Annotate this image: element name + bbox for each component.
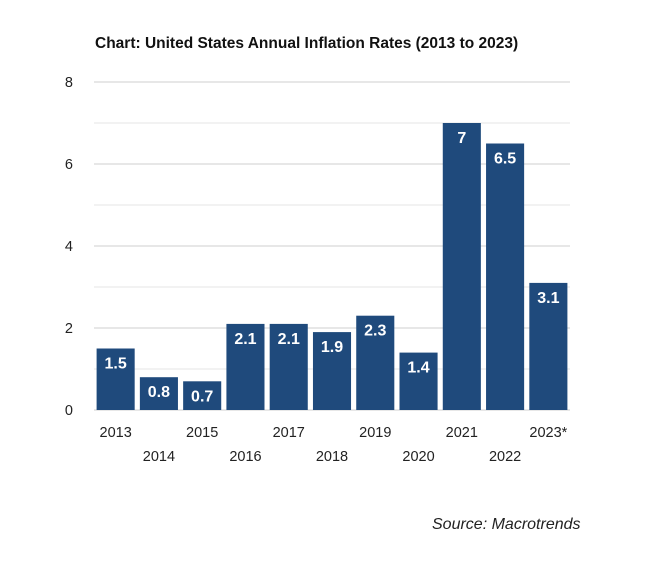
data-label: 0.7 — [191, 388, 213, 405]
bar-2017 — [269, 323, 308, 410]
bar-2019 — [356, 315, 395, 410]
y-tick-label: 4 — [65, 239, 73, 255]
bar-2023 — [529, 282, 568, 410]
x-axis-labels: 2013 2014 2015 2016 2017 2018 2019 2020 2021 2022… — [100, 425, 568, 465]
data-label: 2.1 — [234, 331, 256, 348]
y-tick-label: 6 — [65, 157, 73, 173]
x-tick-label: 2021 — [446, 425, 478, 441]
bar-2022 — [486, 143, 525, 410]
bar-2018 — [312, 332, 352, 410]
data-label: 6.5 — [494, 151, 516, 168]
x-tick-label: 2023* — [529, 425, 567, 441]
y-tick-label: 8 — [65, 75, 73, 91]
data-label: 2.1 — [278, 331, 300, 348]
bar-2015 — [183, 381, 222, 410]
x-tick-label: 2017 — [273, 425, 305, 441]
chart-title: Chart: United States Annual Inflation Ra… — [95, 35, 519, 52]
bars — [96, 123, 568, 410]
data-label: 7 — [457, 130, 466, 147]
bar-2014 — [139, 377, 178, 410]
x-tick-label: 2019 — [359, 425, 391, 441]
bar-2021 — [442, 123, 481, 410]
x-tick-label: 2018 — [316, 449, 348, 465]
data-label: 3.1 — [537, 290, 559, 307]
x-tick-label: 2013 — [100, 425, 132, 441]
data-label: 1.5 — [105, 356, 127, 373]
bar-2020 — [399, 352, 438, 410]
x-tick-label: 2016 — [229, 449, 261, 465]
data-labels: 1.5 0.8 0.7 2.1 2.1 1.9 2.3 1.4 7 6.5 3.1 — [105, 130, 560, 405]
data-label: 1.9 — [321, 339, 343, 356]
data-label: 2.3 — [364, 323, 386, 340]
bar-2016 — [226, 323, 265, 410]
bar-2013 — [96, 348, 135, 410]
x-tick-label: 2020 — [402, 449, 434, 465]
data-label: 0.8 — [148, 384, 170, 401]
source-note: Source: Macrotrends — [432, 516, 581, 533]
data-label: 1.4 — [407, 360, 429, 377]
x-tick-label: 2022 — [489, 449, 521, 465]
x-tick-label: 2014 — [143, 449, 175, 465]
y-tick-label: 0 — [65, 403, 73, 419]
y-tick-label: 2 — [65, 321, 73, 337]
y-axis-ticks: 0 2 4 6 8 — [65, 75, 73, 419]
x-tick-label: 2015 — [186, 425, 218, 441]
